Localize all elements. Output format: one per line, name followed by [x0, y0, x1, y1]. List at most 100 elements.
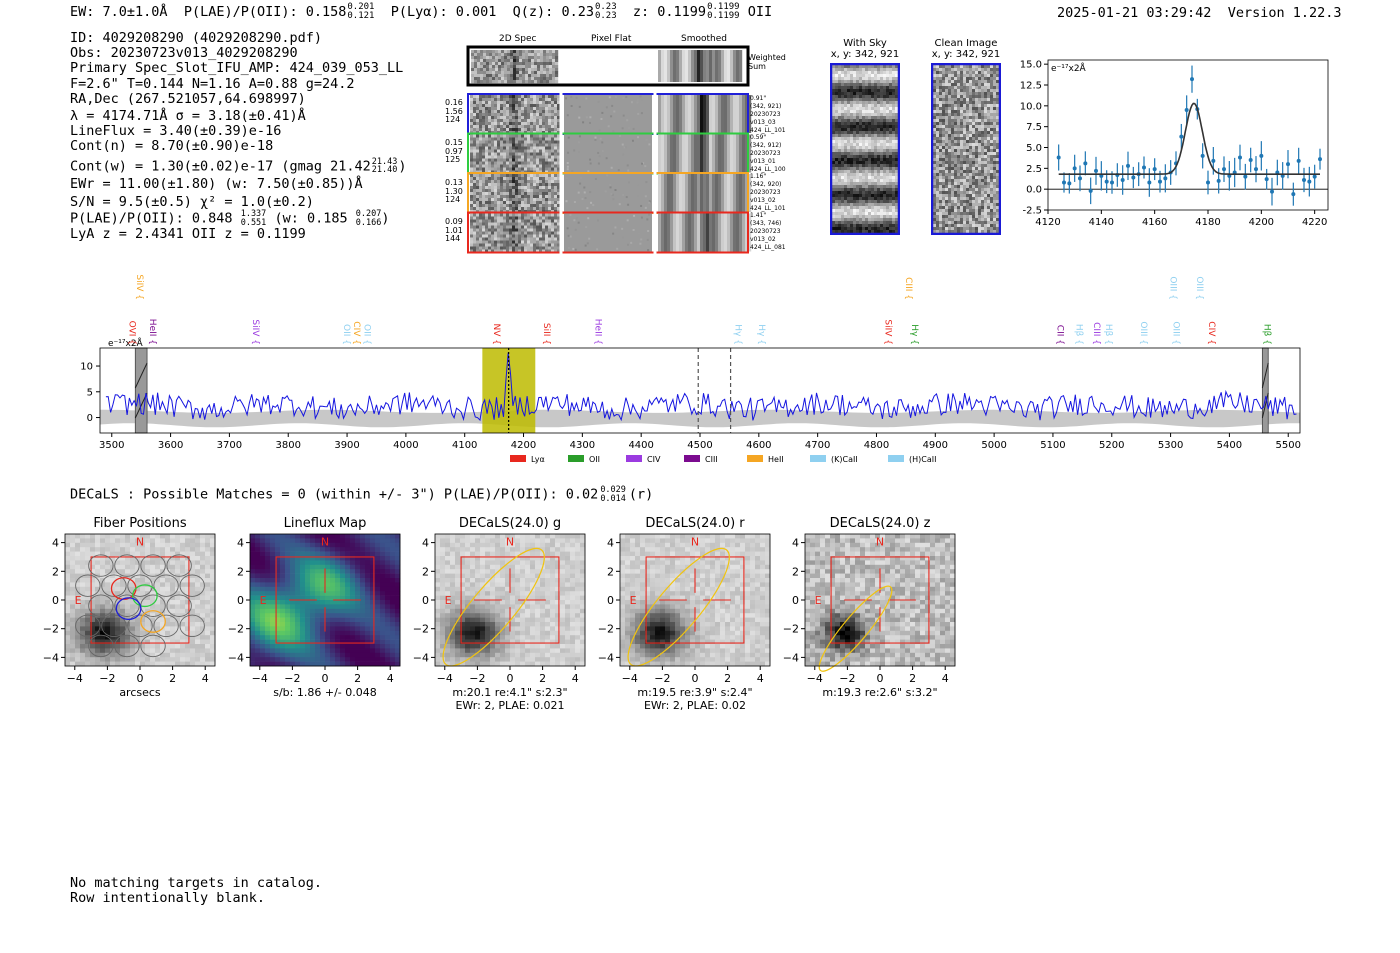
pixel: [865, 104, 869, 108]
pixel: [506, 228, 510, 232]
flat-noise: [610, 193, 613, 196]
flat-noise: [612, 198, 615, 201]
pixel: [509, 107, 513, 111]
pixel: [491, 119, 495, 123]
flat-noise: [630, 241, 633, 244]
flat-noise: [566, 162, 569, 165]
flat-noise: [577, 151, 580, 154]
pixel: [552, 80, 556, 84]
pixel: [987, 65, 991, 69]
pixel: [485, 122, 489, 126]
pixel: [482, 143, 486, 147]
pixel: [512, 201, 516, 205]
flat-noise: [594, 138, 597, 141]
smooth-band: [721, 95, 725, 133]
smooth-band: [727, 174, 731, 212]
pixel: [832, 71, 836, 75]
smooth-band: [739, 174, 743, 212]
pixel: [482, 140, 486, 144]
pixel: [539, 125, 543, 129]
pixel: [503, 231, 507, 235]
pixel: [512, 155, 516, 159]
pixel: [479, 204, 483, 208]
line-id-label: OIII {: [1138, 321, 1148, 345]
pixel: [530, 180, 534, 184]
pixel: [495, 65, 499, 69]
pixel: [506, 104, 510, 108]
pixel: [942, 143, 946, 147]
pixel: [491, 98, 495, 102]
pixel: [874, 92, 878, 96]
pixel: [533, 186, 537, 190]
pixel: [497, 140, 501, 144]
pixel: [835, 209, 839, 213]
pixel: [966, 167, 970, 171]
pixel: [990, 212, 994, 216]
info-sn: S/N = 9.5(±0.5) χ² = 1.0(±0.2): [70, 193, 314, 210]
pixel: [886, 122, 890, 126]
pixel: [474, 71, 478, 75]
pixel: [521, 167, 525, 171]
pixel: [497, 143, 501, 147]
pixel: [945, 98, 949, 102]
pixel: [835, 71, 839, 75]
pixel: [835, 143, 839, 147]
pixel: [865, 122, 869, 126]
pixel: [521, 113, 525, 117]
info-line: LineFlux = 3.40(±0.39)e-16: [70, 123, 282, 140]
pixel: [548, 143, 552, 147]
pixel: [844, 221, 848, 225]
pixel: [954, 206, 958, 210]
pixel: [877, 215, 881, 219]
pixel: [545, 110, 549, 114]
pixel: [470, 225, 474, 229]
pixel: [844, 143, 848, 147]
pixel: [841, 152, 845, 156]
pixel: [500, 164, 504, 168]
pixel: [954, 224, 958, 228]
pixel: [545, 183, 549, 187]
pixel: [552, 56, 556, 60]
pixel: [491, 107, 495, 111]
pixel: [506, 225, 510, 229]
pixel: [521, 243, 525, 247]
pixel: [865, 113, 869, 117]
pixel: [960, 77, 964, 81]
pixel: [862, 152, 866, 156]
pixel: [868, 194, 872, 198]
pixel: [990, 224, 994, 228]
pixel: [975, 155, 979, 159]
pixel: [850, 119, 854, 123]
flat-noise: [621, 236, 624, 239]
pixel: [503, 134, 507, 138]
pixel: [895, 221, 899, 225]
pixel: [856, 128, 860, 132]
pixel: [951, 188, 955, 192]
pixel: [874, 227, 878, 231]
pixel: [832, 221, 836, 225]
pixel: [856, 221, 860, 225]
pixel: [512, 149, 516, 153]
pixel: [933, 188, 937, 192]
pixel: [509, 95, 513, 99]
pixel: [554, 189, 558, 193]
pixel: [488, 240, 492, 244]
pixel: [500, 95, 504, 99]
pixel: [939, 188, 943, 192]
pixel: [969, 83, 973, 87]
pixel: [533, 195, 537, 199]
pixel: [524, 240, 528, 244]
pixel: [518, 195, 522, 199]
smooth-band: [709, 174, 713, 212]
pixel: [546, 59, 550, 63]
pixel: [862, 131, 866, 135]
pixel: [972, 65, 976, 69]
pixel: [990, 203, 994, 207]
pixel: [886, 209, 890, 213]
pixel: [996, 83, 1000, 87]
pixel: [545, 243, 549, 247]
pixel: [957, 134, 961, 138]
pixel: [877, 179, 881, 183]
pixel: [990, 152, 994, 156]
pixel: [880, 83, 884, 87]
